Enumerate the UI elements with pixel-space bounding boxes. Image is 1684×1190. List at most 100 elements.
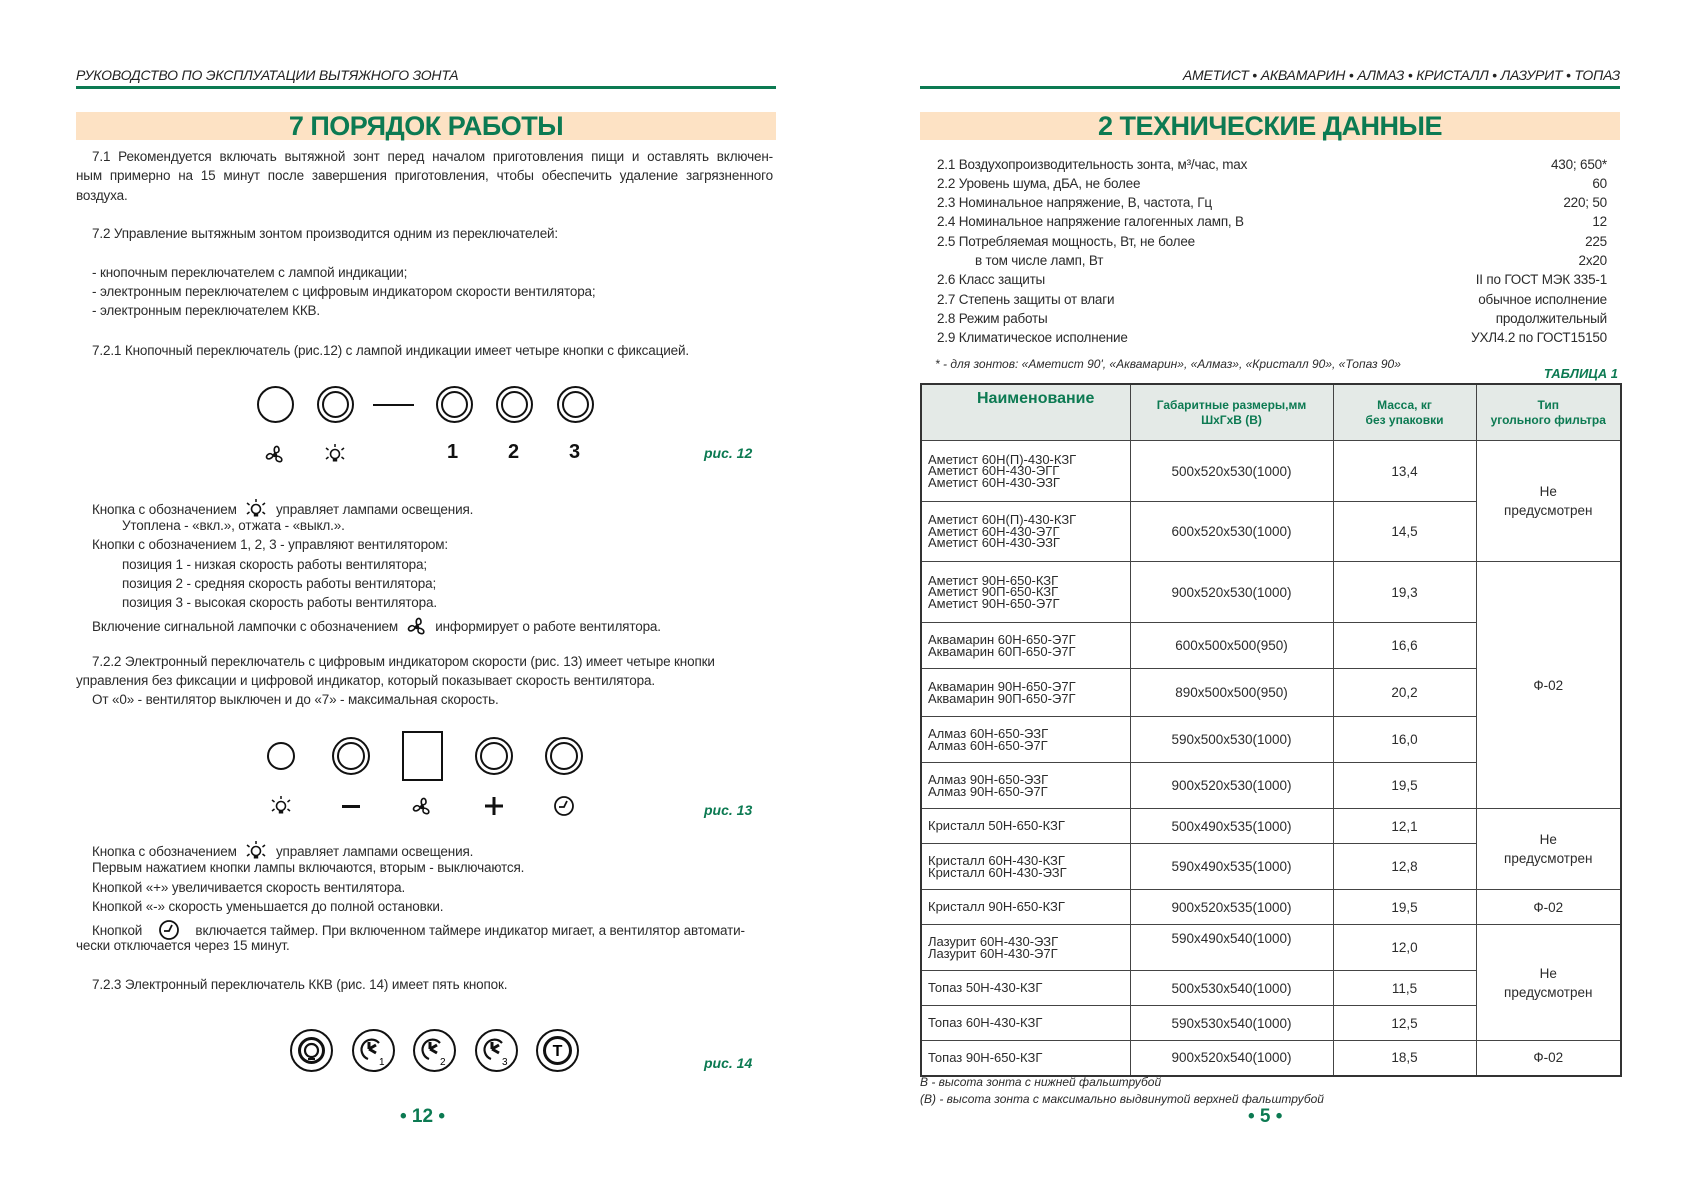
spec-label: 2.8 Режим работы xyxy=(937,311,1048,326)
mass-cell: 16,0 xyxy=(1332,716,1477,763)
dimensions-cell: 900x520x535(1000) xyxy=(1129,889,1334,925)
mass-cell: 16,6 xyxy=(1332,622,1477,669)
model-name: Аметист 60Н(П)-430-КЗГ xyxy=(928,451,1077,467)
kkv-speed-2-button: 2 xyxy=(413,1029,456,1072)
table-header-row: Наименование Габаритные размеры,мм ШхГхВ… xyxy=(920,383,1622,441)
spec-value: продолжительный xyxy=(1495,311,1607,326)
fan-speed-1-icon: 1 xyxy=(360,1038,385,1068)
spec-label: 2.2 Уровень шума, дБА, не более xyxy=(937,176,1141,191)
spec-label: 2.5 Потребляемая мощность, Вт, не более xyxy=(937,234,1195,249)
figure-caption: рис. 14 xyxy=(704,1055,753,1071)
timer-mark: T xyxy=(553,1043,563,1060)
timer-button xyxy=(545,737,583,775)
timer-icon xyxy=(554,796,574,816)
model-name: Кристалл 50Н-650-КЗГ xyxy=(928,818,1065,834)
dimensions-cell: 500x490x535(1000) xyxy=(1129,808,1334,844)
table-row: Кристалл 50Н-650-КЗГ 500x490x535(1000) 12,… xyxy=(920,808,1622,890)
bulb-icon xyxy=(271,795,291,815)
text: управляет лампами освещения. xyxy=(275,502,474,517)
mass-cell: 18,5 xyxy=(1332,1040,1477,1076)
signal-lamp-text: Включение сигнальной лампочки с обозначе… xyxy=(92,615,661,637)
dimensions-cell: 590x490x535(1000) xyxy=(1129,843,1334,890)
fan-icon xyxy=(406,617,426,636)
model-name: Аквамарин 90П-650-Э7Г xyxy=(928,690,1076,706)
table-row: Кристалл 60Н-430-КЗГ Кристалл 60Н-430-ЭЗГ… xyxy=(920,843,1621,890)
spec-value: 430; 650* xyxy=(1550,157,1607,172)
filter-type-cell: Не предусмотрен xyxy=(1475,924,1622,1041)
page-number: • 12 • xyxy=(400,1106,445,1127)
figure-caption: рис. 12 xyxy=(704,445,753,461)
paragraph-7-2-3: 7.2.3 Электронный переключатель ККВ (рис… xyxy=(92,977,508,992)
speed-label-3: 3 xyxy=(569,441,581,463)
speed-button-2 xyxy=(496,386,533,423)
model-name-cell: Лазурит 60Н-430-ЭЗГ Лазурит 60Н-430-Э7Г xyxy=(920,924,1131,971)
paragraph-7-1-line: воздуха. xyxy=(76,188,128,203)
kkv-timer-button: T xyxy=(536,1029,579,1072)
digital-indicator xyxy=(402,731,443,781)
page-number: • 5 • xyxy=(1248,1106,1283,1127)
spec-value: 225 xyxy=(1585,234,1607,249)
table-row: Аметист 60Н(П)-430-КЗГ Аметист 60Н-430-Э7… xyxy=(920,501,1621,562)
model-name: Кристалл 90Н-650-КЗГ xyxy=(928,899,1065,915)
table-row: Топаз 50Н-430-КЗГ 500x530x540(1000) 11,5 xyxy=(920,970,1621,1006)
model-name: Аквамарин 60Н-650-Э7Г xyxy=(928,632,1076,647)
plus-button xyxy=(475,737,513,775)
column-header-filter: Тип угольного фильтра xyxy=(1475,383,1622,441)
model-name-cell: Кристалл 50Н-650-КЗГ xyxy=(920,808,1131,844)
mass-cell: 13,4 xyxy=(1332,440,1477,502)
section-title: 7 ПОРЯДОК РАБОТЫ xyxy=(288,111,564,141)
model-name: Кристалл 60Н-430-ЭЗГ xyxy=(928,864,1067,880)
model-name: Алмаз 60Н-650-Э7Г xyxy=(928,737,1048,753)
model-name: Аметист 90Н-650-КЗГ xyxy=(928,572,1059,588)
speed-label-1: 1 xyxy=(447,441,459,463)
first-press-text: Первым нажатием кнопки лампы включаются,… xyxy=(92,860,525,875)
mass-cell: 19,5 xyxy=(1332,889,1477,925)
model-name-cell: Алмаз 60Н-650-ЭЗГ Алмаз 60Н-650-Э7Г xyxy=(920,716,1131,763)
title-band xyxy=(76,112,776,140)
fan-speed-3-icon: 3 xyxy=(483,1038,508,1068)
model-name: Аметист 60Н-430-ЭЗГ xyxy=(928,474,1060,490)
minus-icon xyxy=(342,805,360,808)
timer-text-cont: чески отключается через 15 минут. xyxy=(76,938,290,953)
model-name-cell: Аквамарин 60Н-650-Э7Г Аквамарин 60П-650-Э… xyxy=(920,622,1131,669)
model-name-cell: Топаз 90Н-650-КЗГ xyxy=(920,1040,1131,1076)
model-name: Кристалл 60Н-430-КЗГ xyxy=(928,853,1065,868)
table-note: (В) - высота зонта с максимально выдвину… xyxy=(920,1092,1324,1106)
dimensions-cell: 900x520x530(1000) xyxy=(1129,561,1334,623)
spec-value: 220; 50 xyxy=(1563,195,1607,210)
lamp-icon xyxy=(298,1037,325,1064)
fan-icon xyxy=(411,797,431,816)
filter-type-cell: Ф-02 xyxy=(1475,889,1622,925)
plus-text: Кнопкой «+» увеличивается скорость венти… xyxy=(92,880,406,895)
model-name: Лазурит 60Н-430-Э7Г xyxy=(928,945,1058,961)
separator-line xyxy=(373,404,414,406)
model-name-cell: Кристалл 90Н-650-КЗГ xyxy=(920,889,1131,925)
model-name-cell: Алмаз 90Н-650-ЭЗГ Алмаз 90Н-650-Э7Г xyxy=(920,762,1131,809)
figure-caption: рис. 13 xyxy=(704,802,753,818)
bulb-icon xyxy=(325,443,345,463)
text: Включение сигнальной лампочки с обозначе… xyxy=(92,619,399,634)
speed-mark: 2 xyxy=(440,1057,446,1068)
spec-label: 2.4 Номинальное напряжение галогенных ла… xyxy=(937,214,1244,229)
table-row: Топаз 90Н-650-КЗГ 900x520x540(1000) 18,5 Ф-… xyxy=(920,1040,1622,1076)
dimensions-cell: 590x500x530(1000) xyxy=(1129,716,1334,763)
filter-type-cell: Ф-02 xyxy=(1475,561,1622,809)
switch-list-item: - электронным переключателем ККВ. xyxy=(92,303,321,318)
dimensions-cell: 900x520x530(1000) xyxy=(1129,762,1334,809)
title-band xyxy=(920,112,1620,140)
mass-cell: 19,3 xyxy=(1332,561,1477,623)
plus-icon xyxy=(485,797,503,815)
model-name: Алмаз 60Н-650-ЭЗГ xyxy=(928,726,1049,741)
kkv-speed-1-button: 1 xyxy=(352,1029,395,1072)
spec-label: 2.6 Класс защиты xyxy=(937,272,1046,287)
table-row: Аметист 60Н(П)-430-КЗГ Аметист 60Н-430-ЭГ… xyxy=(920,440,1622,562)
table-label: ТАБЛИЦА 1 xyxy=(1543,366,1618,381)
paragraph-7-2-1: 7.2.1 Кнопочный переключатель (рис.12) с… xyxy=(92,343,689,358)
spec-value: II по ГОСТ МЭК 335-1 xyxy=(1475,272,1607,287)
dimensions-cell: 590x530x540(1000) xyxy=(1129,1005,1334,1041)
model-name: Алмаз 90Н-650-ЭЗГ xyxy=(928,772,1049,787)
table-row: Аквамарин 90Н-650-Э7Г Аквамарин 90П-650-Э… xyxy=(920,668,1621,717)
speed-mark: 3 xyxy=(502,1057,508,1068)
section-title: 2 ТЕХНИЧЕСКИЕ ДАННЫЕ xyxy=(1098,111,1442,141)
filter-type-cell: Не предусмотрен xyxy=(1475,808,1622,890)
